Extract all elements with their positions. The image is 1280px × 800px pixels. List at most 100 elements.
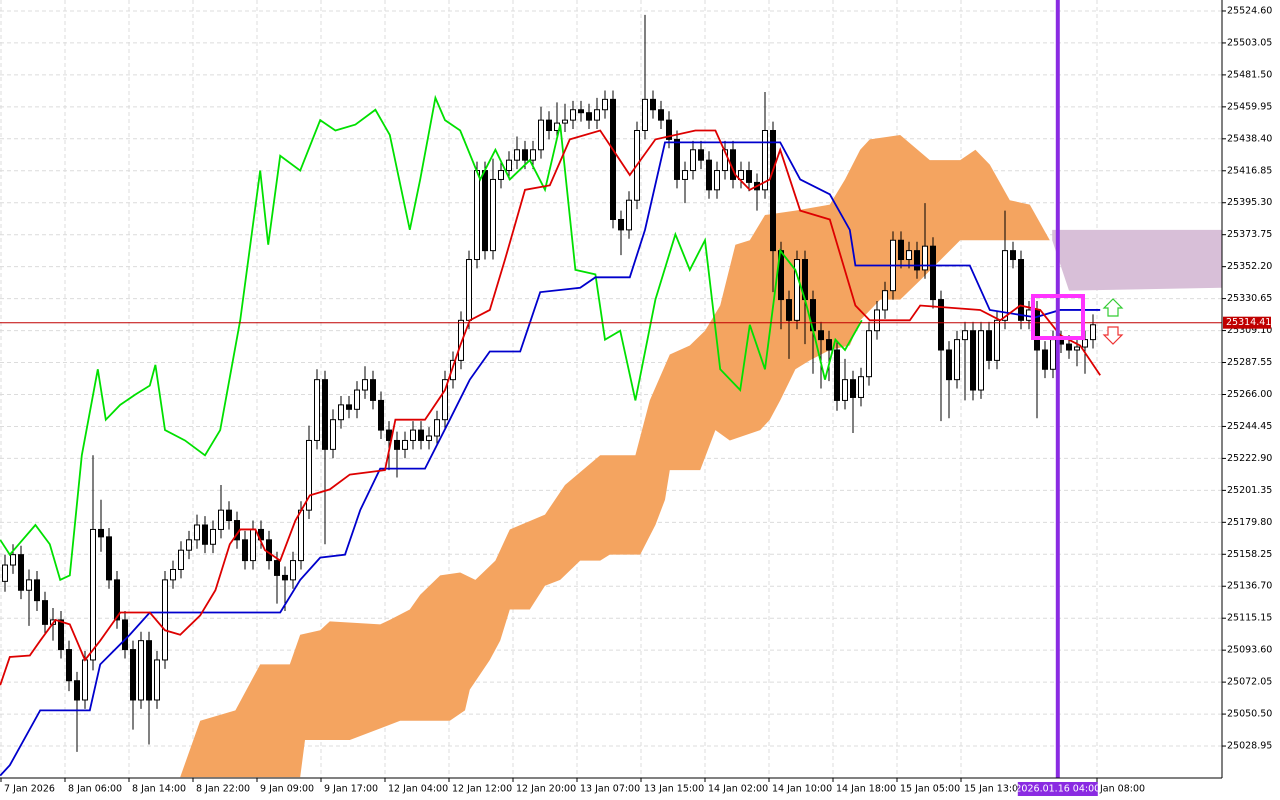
x-tick-label: Jan 08:00 [1099, 784, 1145, 795]
candle-body [682, 170, 688, 180]
candle-body [866, 330, 872, 378]
candle-body [570, 109, 576, 121]
candle-body [370, 379, 376, 401]
candle-body [530, 149, 536, 161]
plot-area [0, 0, 1222, 778]
candle-body [194, 524, 200, 541]
candle-body [962, 330, 968, 341]
candle-body [938, 299, 944, 351]
y-tick-label: 25438.40 [1227, 133, 1272, 144]
candle-body [666, 119, 672, 140]
y-tick-label: 25330.65 [1227, 293, 1272, 304]
candle-body [474, 170, 480, 261]
y-tick-label: 25158.25 [1227, 549, 1272, 560]
candle-body [618, 218, 624, 231]
x-tick-label: 7 Jan 2026 [4, 784, 55, 795]
candle-body [1050, 339, 1056, 370]
candle-body [178, 549, 184, 570]
candle-body [202, 524, 208, 545]
candle-body [282, 574, 288, 581]
y-tick-label: 25136.70 [1227, 581, 1272, 592]
candle-body [1066, 343, 1072, 351]
candle-body [442, 379, 448, 421]
candle-body [914, 250, 920, 271]
candle-body [138, 640, 144, 701]
candle-body [394, 439, 400, 450]
candle-body [250, 528, 256, 562]
candle-body [770, 130, 776, 252]
candle-body [58, 619, 64, 651]
candle-body [826, 339, 832, 351]
candle-body [650, 98, 656, 111]
price-label-box [1223, 316, 1271, 329]
y-tick-label: 25179.80 [1227, 517, 1272, 528]
candle-body [426, 435, 432, 441]
candle-body [2, 564, 8, 582]
candle-body [306, 439, 312, 511]
time-marker-label: 2026.01.16 04:00 [1015, 784, 1100, 795]
candle-body [18, 554, 24, 591]
candle-body [98, 528, 104, 538]
candle-body [266, 539, 272, 562]
candle-body [106, 536, 112, 581]
x-tick-label: 14 Jan 10:00 [772, 784, 832, 795]
x-tick-label: 12 Jan 04:00 [388, 784, 448, 795]
candle-body [482, 170, 488, 252]
indicator-line [0, 141, 1101, 777]
candle-body [1090, 324, 1096, 341]
candle-body [786, 299, 792, 321]
candle-body [626, 199, 632, 231]
candle-body [738, 170, 744, 180]
axes: 25524.60 25503.05 25481.50 25459.95 25438.40… [0, 5, 1272, 796]
x-tick-label: 8 Jan 06:00 [68, 784, 122, 795]
y-tick-label: 25395.30 [1227, 197, 1272, 208]
y-tick-label: 25503.05 [1227, 37, 1272, 48]
candle-body [458, 319, 464, 361]
candle-body [498, 170, 504, 180]
candle-body [842, 379, 848, 401]
y-tick-label: 25093.60 [1227, 645, 1272, 656]
candle-body [90, 528, 96, 661]
candle-body [122, 619, 128, 651]
candle-body [74, 680, 80, 701]
x-tick-label: 14 Jan 18:00 [836, 784, 896, 795]
candle-body [26, 579, 32, 591]
candle-body [818, 330, 824, 341]
candle-body [578, 109, 584, 114]
y-tick-label: 25373.75 [1227, 229, 1272, 240]
y-tick-label: 25072.05 [1227, 677, 1272, 688]
candle-body [594, 109, 600, 121]
y-tick-label: 25416.85 [1227, 165, 1272, 176]
candle-body [490, 178, 496, 252]
candle-body [210, 528, 216, 545]
candle-body [114, 579, 120, 621]
candle-body [986, 330, 992, 361]
y-tick-label: 25201.35 [1227, 485, 1272, 496]
candle-body [994, 319, 1000, 361]
candle-body [314, 379, 320, 441]
candle-body [506, 159, 512, 172]
time-marker-box [1017, 782, 1098, 796]
candle-body [762, 130, 768, 191]
candle-body [434, 419, 440, 437]
candle-body [834, 349, 840, 401]
candle-body [154, 659, 160, 701]
candle-body [514, 149, 520, 161]
up-arrow [1102, 298, 1124, 317]
overlay [1031, 294, 1124, 345]
y-tick-label: 25481.50 [1227, 69, 1272, 80]
candle-body [10, 554, 16, 566]
candle-body [690, 149, 696, 172]
candle-body [226, 509, 232, 522]
y-tick-label: 25050.50 [1227, 709, 1272, 720]
x-tick-label: 13 Jan 07:00 [580, 784, 640, 795]
candle-body [546, 119, 552, 132]
candle-body [706, 159, 712, 191]
candle-body [82, 659, 88, 701]
candle-body [34, 579, 40, 602]
candle-body [66, 649, 72, 682]
y-tick-label: 25524.60 [1227, 5, 1272, 16]
candle-body [466, 259, 472, 321]
